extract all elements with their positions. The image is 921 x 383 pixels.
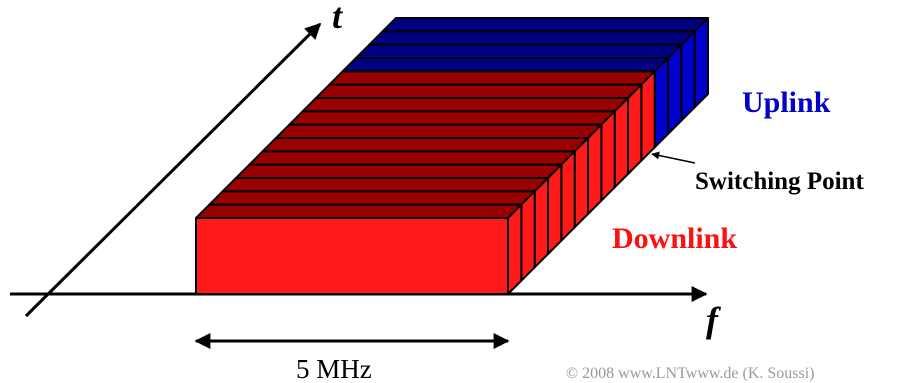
uplink-slot-side — [653, 57, 669, 149]
uplink-label: Uplink — [742, 86, 831, 119]
uplink-slot-top — [381, 17, 709, 33]
downlink-slot-top — [275, 123, 603, 139]
downlink-slot-top — [248, 150, 576, 166]
uplink-slot-side — [693, 17, 709, 109]
downlink-slot-top — [195, 203, 523, 219]
downlink-slot-side — [533, 177, 549, 269]
uplink-slot-top — [368, 30, 696, 46]
downlink-slot-side — [573, 137, 589, 229]
downlink-slot-top — [288, 110, 616, 126]
frequency-axis-label: f — [706, 300, 721, 340]
uplink-slot-top — [355, 43, 683, 59]
downlink-slot-side — [640, 70, 656, 162]
downlink-slot-top — [315, 83, 643, 99]
switching-point-label: Switching Point — [695, 168, 864, 195]
downlink-slot-top — [221, 177, 549, 193]
downlink-slot-side — [560, 150, 576, 242]
downlink-slot-side — [507, 203, 523, 295]
downlink-front-face — [195, 217, 509, 295]
downlink-slot-side — [587, 123, 603, 215]
downlink-slot-side — [613, 97, 629, 189]
bandwidth-label: 5 MHz — [296, 354, 372, 383]
downlink-slot-side — [600, 110, 616, 202]
uplink-slot-side — [667, 43, 683, 135]
downlink-slot-top — [261, 137, 589, 153]
downlink-slot-top — [208, 190, 536, 206]
copyright-notice: © 2008 www.LNTwww.de (K. Soussi) — [566, 365, 815, 382]
time-slot-slab — [195, 17, 709, 295]
downlink-slot-side — [627, 83, 643, 175]
downlink-slot-side — [547, 163, 563, 255]
downlink-slot-top — [301, 97, 629, 113]
uplink-slot-side — [680, 30, 696, 122]
switching-point-pointer — [651, 151, 696, 164]
downlink-slot-top — [328, 70, 656, 86]
uplink-slot-top — [341, 57, 669, 73]
time-axis — [24, 22, 322, 318]
downlink-label: Downlink — [612, 222, 737, 255]
downlink-slot-side — [520, 190, 536, 282]
downlink-slot-top — [235, 163, 563, 179]
time-axis-label: t — [332, 0, 343, 36]
